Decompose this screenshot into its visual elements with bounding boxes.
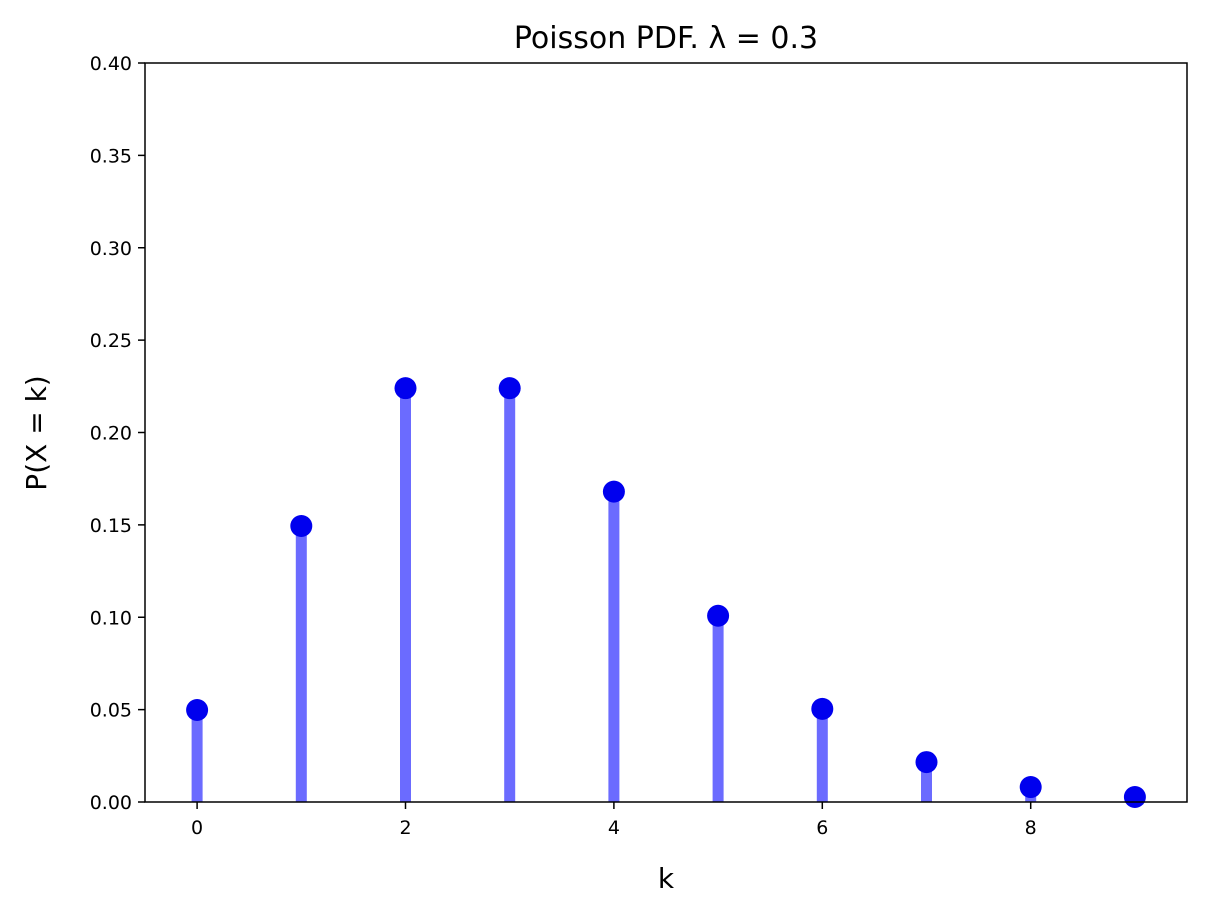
data-point-k4 <box>602 480 625 503</box>
data-point-k2 <box>394 377 417 400</box>
y-tick-label: 0.20 <box>90 423 132 445</box>
chart-title: Poisson PDF. λ = 0.3 <box>514 21 818 56</box>
x-tick-label: 8 <box>1025 817 1037 839</box>
x-axis-ticks: 0 2 4 6 8 <box>191 802 1037 839</box>
y-tick-label: 0.15 <box>90 515 132 537</box>
y-tick-label: 0.05 <box>90 700 132 722</box>
y-tick-label: 0.25 <box>90 330 132 352</box>
y-axis-title: P(X = k) <box>20 375 53 490</box>
data-point-k8 <box>1019 776 1042 799</box>
data-point-k1 <box>290 514 313 537</box>
x-tick-label: 2 <box>399 817 411 839</box>
data-point-k6 <box>811 697 834 720</box>
y-tick-label: 0.35 <box>90 145 132 167</box>
data-point-k7 <box>915 751 938 774</box>
x-axis-title: k <box>658 862 675 895</box>
data-point-k0 <box>186 698 209 721</box>
markers-layer <box>186 377 1146 809</box>
data-point-k3 <box>498 377 521 400</box>
y-tick-label: 0.10 <box>90 607 132 629</box>
data-point-k9 <box>1123 786 1146 809</box>
y-tick-label: 0.30 <box>90 238 132 260</box>
x-tick-label: 0 <box>191 817 203 839</box>
stems-layer <box>191 388 1141 802</box>
x-tick-label: 6 <box>816 817 828 839</box>
y-axis-ticks: 0.00 0.05 0.10 0.15 0.20 0.25 0.30 0.35 0.40 <box>90 53 145 814</box>
data-point-k5 <box>707 604 730 627</box>
x-tick-label: 4 <box>608 817 620 839</box>
y-tick-label: 0.00 <box>90 792 132 814</box>
y-tick-label: 0.40 <box>90 53 132 75</box>
